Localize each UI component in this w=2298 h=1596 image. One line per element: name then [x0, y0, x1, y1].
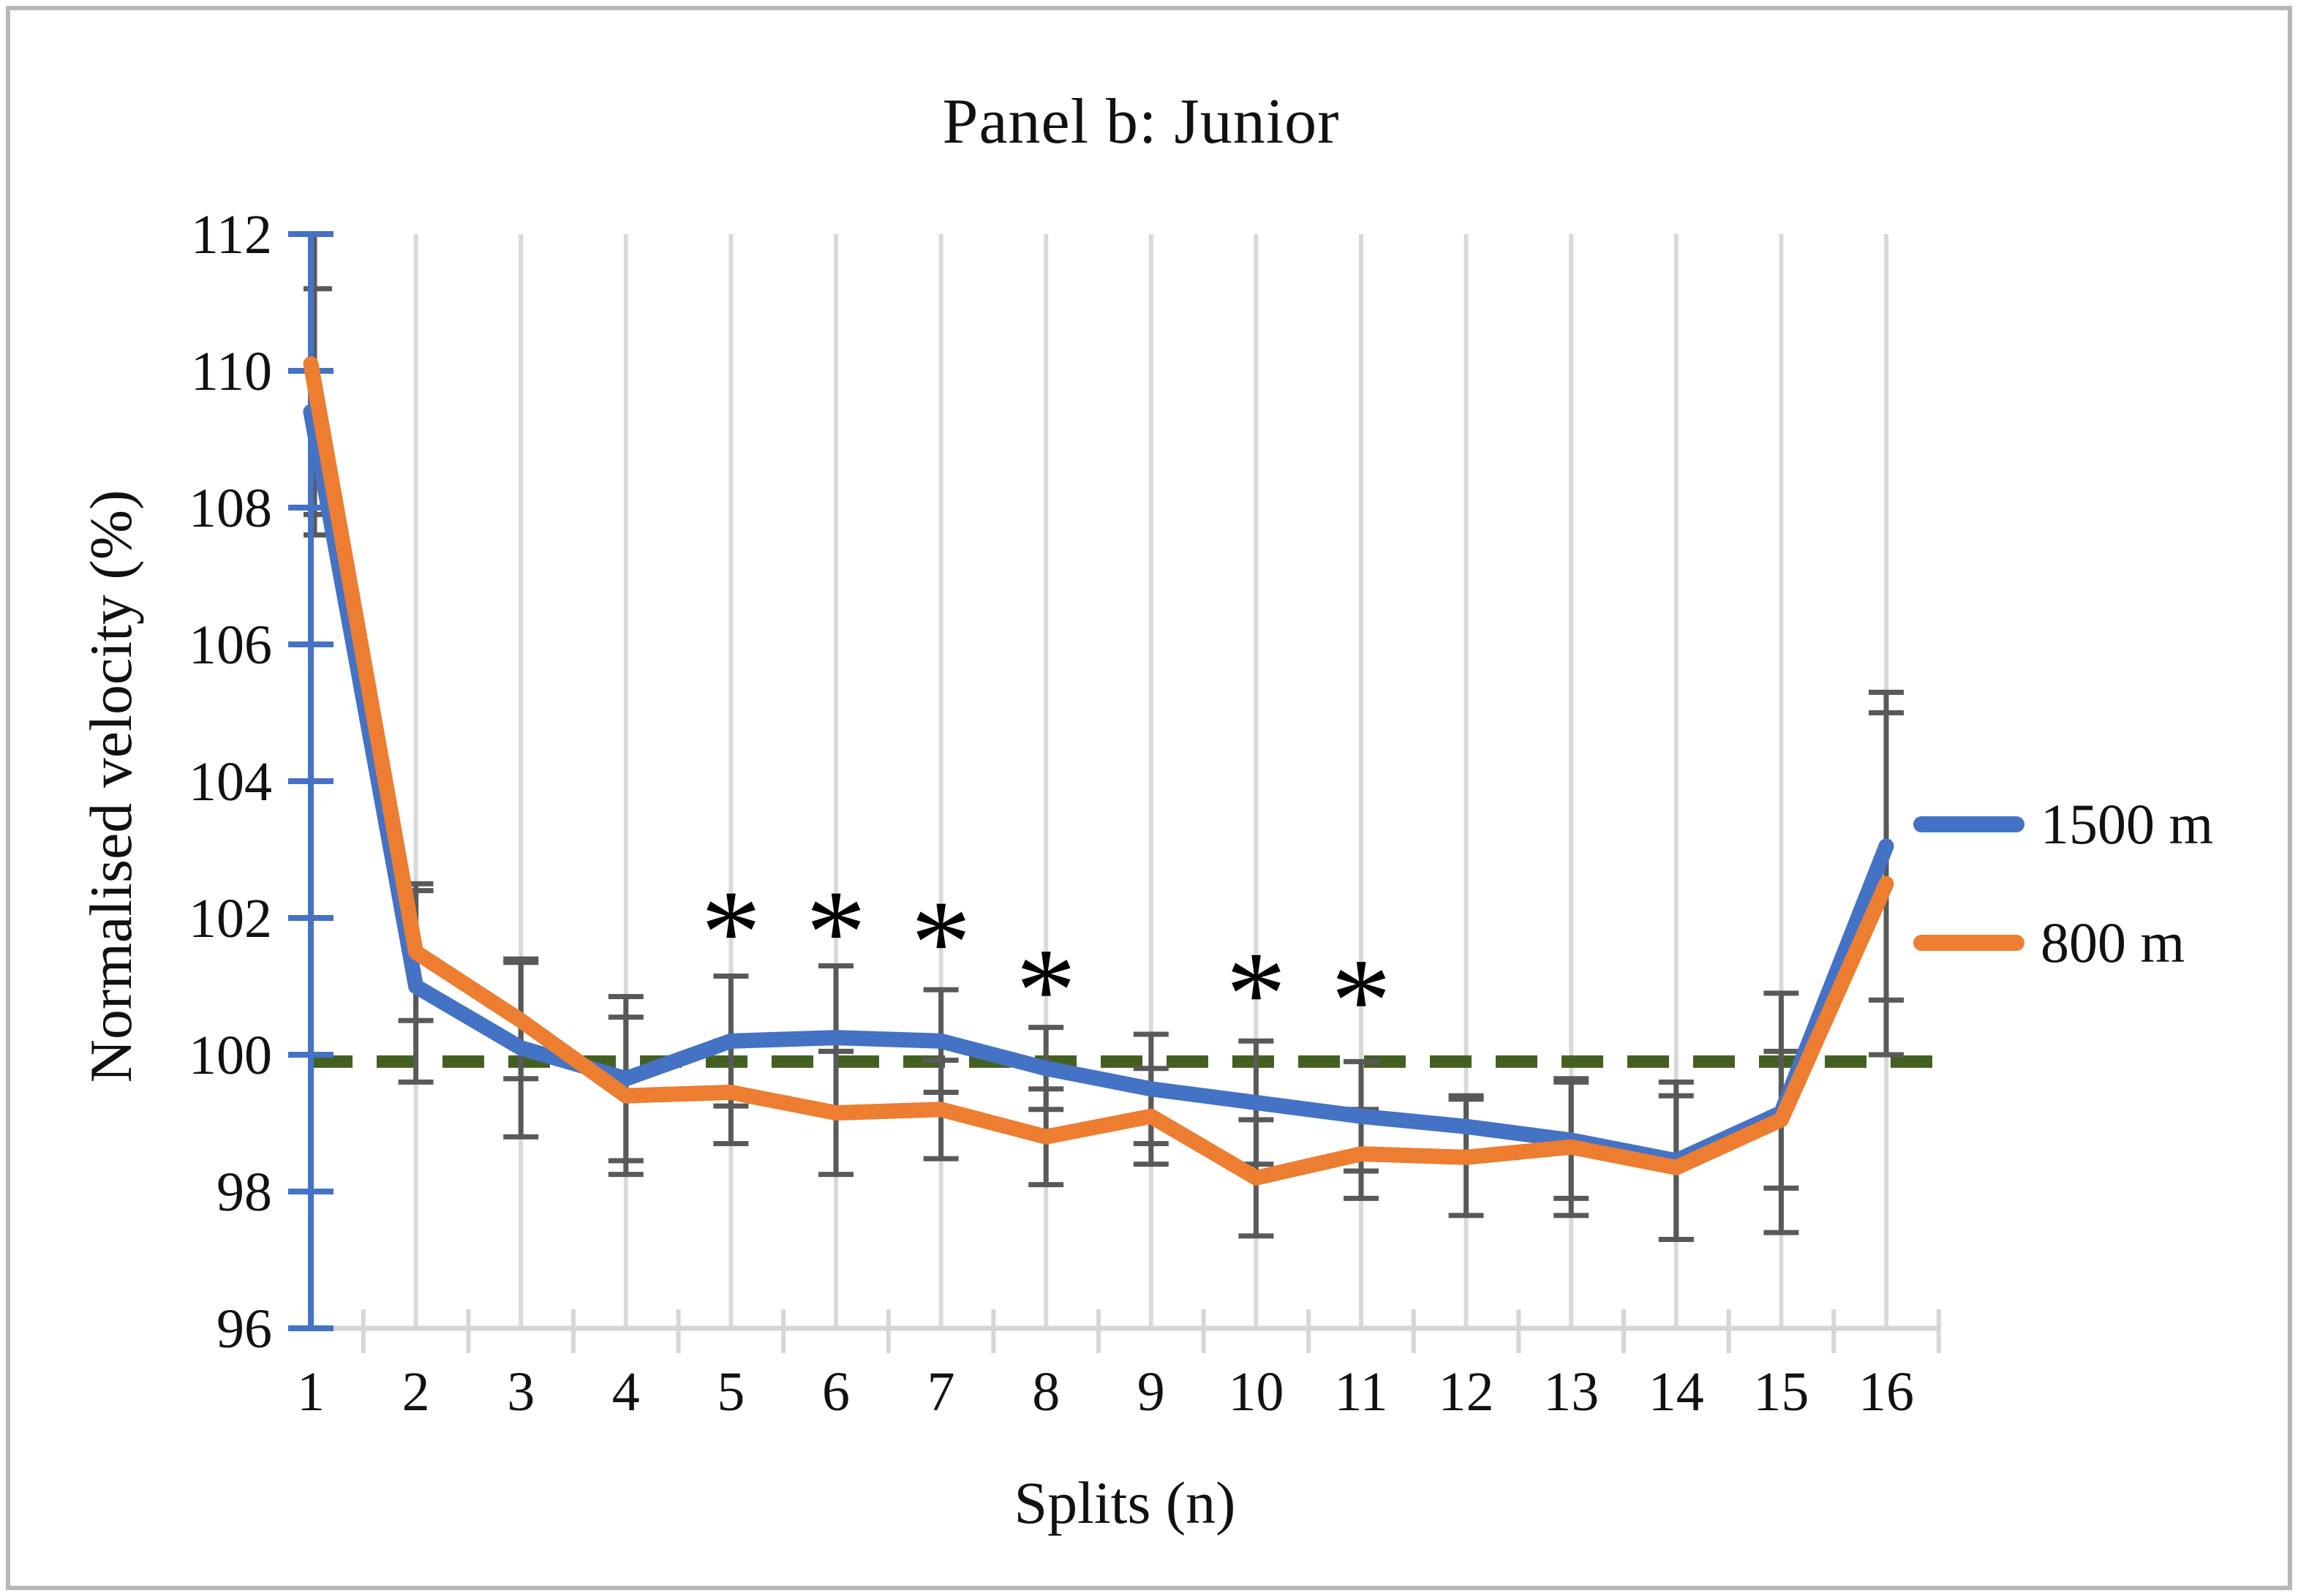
y-tick-label-98: 98	[216, 1162, 272, 1223]
x-tick-label-16: 16	[1858, 1361, 1914, 1423]
y-tick-label-112: 112	[191, 204, 272, 266]
x-tick-label-14: 14	[1649, 1361, 1704, 1423]
legend-key-800m-line	[1913, 935, 2024, 951]
legend-label-1500m: 1500 m	[2041, 792, 2214, 856]
x-tick-label-8: 8	[1032, 1361, 1060, 1423]
x-tick-label-1: 1	[297, 1361, 325, 1423]
x-tick-label-6: 6	[822, 1361, 850, 1423]
error-bars-group	[304, 232, 1904, 1242]
x-tick-label-11: 11	[1334, 1361, 1387, 1423]
x-tick-label-2: 2	[402, 1361, 430, 1423]
x-tick-label-15: 15	[1753, 1361, 1809, 1423]
x-axis-title: Splits (n)	[1014, 1469, 1236, 1536]
chart-title: Panel b: Junior	[942, 86, 1340, 157]
figure-border	[6, 6, 2292, 1590]
y-tick-label-100: 100	[189, 1025, 272, 1086]
significance-asterisk-split-10: *	[1226, 927, 1286, 1061]
x-tick-label-4: 4	[612, 1361, 640, 1423]
y-tick-label-108: 108	[189, 478, 272, 539]
x-tick-label-12: 12	[1439, 1361, 1494, 1423]
x-tick-label-5: 5	[717, 1361, 745, 1423]
legend-key-1500m-line	[1913, 816, 2024, 832]
significance-asterisk-split-11: *	[1331, 933, 1392, 1067]
significance-asterisk-split-5: *	[701, 865, 761, 999]
legend-label-800m: 800 m	[2041, 911, 2185, 974]
y-tick-label-104: 104	[189, 751, 272, 813]
x-tick-label-7: 7	[927, 1361, 955, 1423]
legend-item-800m: 800 m	[1913, 910, 2185, 976]
x-tick-label-3: 3	[507, 1361, 535, 1423]
legend-item-1500m: 1500 m	[1913, 791, 2213, 857]
y-tick-label-106: 106	[189, 614, 272, 676]
x-tick-label-9: 9	[1137, 1361, 1165, 1423]
significance-asterisk-split-6: *	[806, 865, 867, 999]
y-axis-title: Normalised velocity (%)	[78, 489, 144, 1083]
y-tick-label-96: 96	[216, 1298, 272, 1360]
y-tick-label-102: 102	[189, 888, 272, 949]
series-line-800m	[303, 356, 1894, 1186]
y-tick-label-110: 110	[191, 341, 272, 402]
significance-asterisk-split-7: *	[911, 876, 971, 1009]
x-tick-label-13: 13	[1543, 1361, 1599, 1423]
significance-asterisk-split-8: *	[1016, 923, 1077, 1057]
x-tick-label-10: 10	[1228, 1361, 1284, 1423]
